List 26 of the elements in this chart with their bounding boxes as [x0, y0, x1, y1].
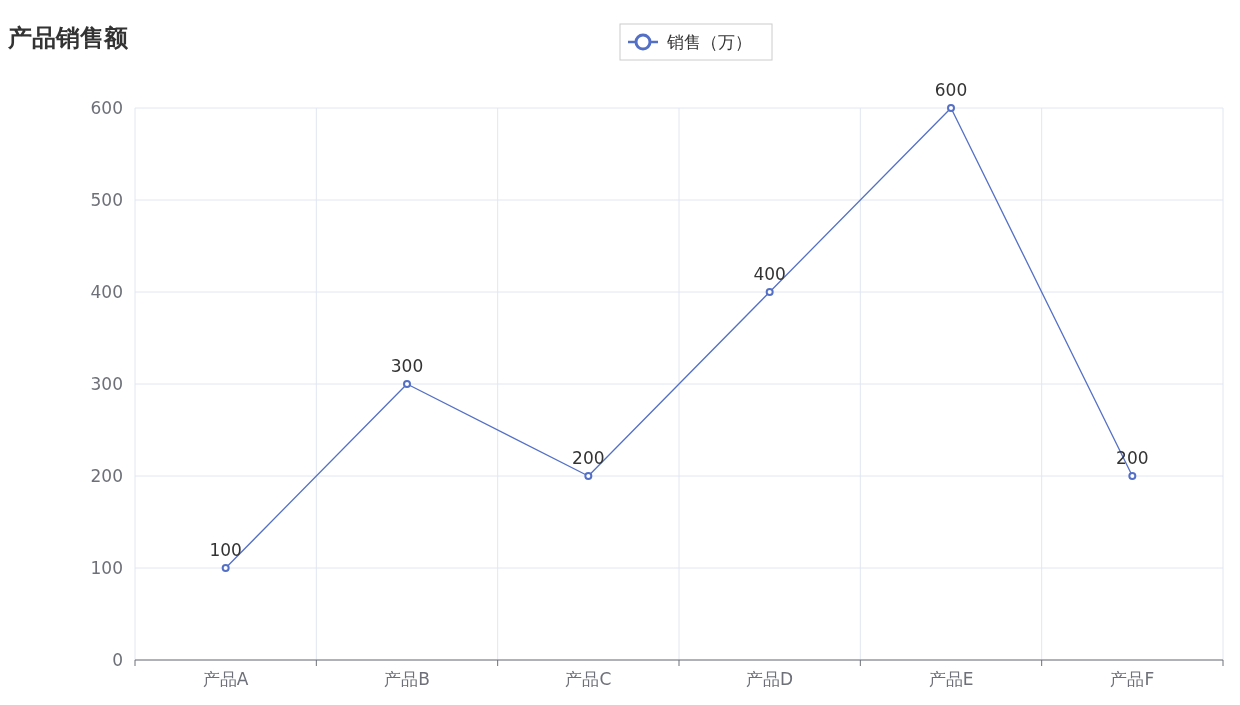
point: [947, 104, 955, 112]
data-label: 400: [753, 264, 786, 284]
point: [221, 564, 230, 572]
legend-label: 销售（万）: [666, 32, 752, 52]
point: [765, 288, 774, 296]
point: [584, 472, 593, 480]
y-tick-label: 0: [112, 650, 123, 670]
x-tick-label: 产品B: [384, 669, 430, 689]
data-label: 200: [572, 448, 605, 468]
data-label: 300: [390, 356, 424, 376]
x-tick-label: 产品C: [565, 669, 612, 689]
x-tick-label: 产品F: [1110, 669, 1155, 689]
y-tick-label: 200: [90, 466, 123, 486]
point: [1128, 472, 1137, 480]
x-tick-label: 产品A: [202, 669, 249, 689]
chart-title: 产品销售额: [7, 24, 129, 52]
y-tick-label: 100: [90, 558, 123, 578]
data-label: 100: [209, 540, 242, 560]
y-tick-label: 300: [90, 374, 123, 394]
x-tick-label: 产品E: [928, 669, 974, 689]
point: [403, 380, 411, 388]
y-tick-label: 600: [90, 98, 123, 118]
data-label: 600: [934, 80, 968, 100]
y-tick-label: 500: [90, 190, 123, 210]
y-tick-label: 400: [90, 282, 123, 302]
x-tick-label: 产品D: [746, 669, 794, 689]
